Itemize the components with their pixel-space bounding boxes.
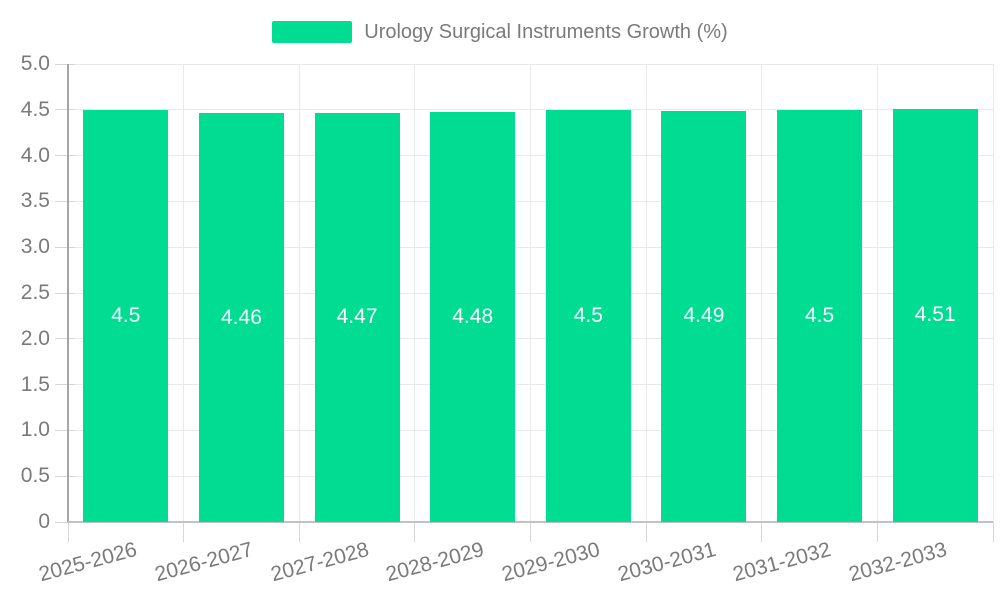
bar[interactable] xyxy=(545,109,631,522)
bar[interactable] xyxy=(198,113,284,522)
legend: Urology Surgical Instruments Growth (%) xyxy=(0,21,1000,43)
y-axis-tick xyxy=(55,63,75,65)
bar[interactable] xyxy=(430,111,516,522)
y-axis-tick-label: 5.0 xyxy=(20,52,50,75)
y-axis-tick-label: 3.5 xyxy=(20,189,50,213)
bar-value-label: 4.5 xyxy=(111,303,141,327)
gridline-x xyxy=(183,64,185,522)
bar-value-label: 4.47 xyxy=(336,305,378,329)
y-axis-tick-label: 4.5 xyxy=(20,97,50,121)
y-axis-tick xyxy=(55,155,75,157)
y-axis-tick-label: 1.0 xyxy=(20,418,50,442)
y-axis-tick xyxy=(55,384,75,386)
y-axis-tick xyxy=(55,521,75,523)
gridline-x xyxy=(876,64,878,522)
bar[interactable] xyxy=(777,109,863,522)
y-axis-tick-label: 0 xyxy=(38,510,50,533)
y-axis-tick xyxy=(55,338,75,340)
legend-swatch xyxy=(272,21,353,43)
bar[interactable] xyxy=(892,108,978,522)
x-axis-tick-label: 2032-2033 xyxy=(783,538,949,586)
x-axis-tick-label-text: 2032-2033 xyxy=(846,538,950,587)
y-axis-tick xyxy=(55,200,75,202)
y-axis-tick xyxy=(55,475,75,477)
bar[interactable] xyxy=(83,109,169,522)
y-axis-line xyxy=(67,64,69,522)
x-axis-tick xyxy=(298,522,300,542)
y-axis-tick-label: 2.5 xyxy=(20,281,50,304)
bar[interactable] xyxy=(314,112,400,522)
bar-value-label: 4.5 xyxy=(804,303,835,327)
gridline-x xyxy=(530,64,531,522)
y-axis-tick-label: 1.5 xyxy=(20,372,50,396)
bar-value-label: 4.48 xyxy=(452,304,494,328)
x-axis-tick xyxy=(992,522,994,542)
y-axis-tick xyxy=(55,429,75,431)
y-axis-tick xyxy=(55,246,75,248)
gridline-x xyxy=(645,64,647,522)
y-axis-tick-label: 0.5 xyxy=(20,464,50,488)
x-axis-tick xyxy=(530,522,531,542)
gridline-x xyxy=(992,64,994,522)
bar-value-label: 4.5 xyxy=(573,303,603,327)
x-axis-tick xyxy=(183,522,185,542)
y-axis-tick-label: 4.0 xyxy=(20,143,50,167)
x-axis-tick xyxy=(761,522,763,542)
y-axis-tick xyxy=(55,109,75,111)
gridline-x xyxy=(414,64,416,522)
legend-item[interactable]: Urology Surgical Instruments Growth (%) xyxy=(272,21,728,43)
gridline-x xyxy=(298,64,300,522)
x-axis-line xyxy=(68,520,993,523)
x-axis-tick xyxy=(876,522,878,542)
gridline-x xyxy=(761,64,763,522)
bar-value-label: 4.49 xyxy=(683,304,725,328)
x-axis-tick xyxy=(645,522,647,542)
y-axis-tick-label: 2.0 xyxy=(20,326,50,350)
x-axis-tick xyxy=(414,522,416,542)
bar[interactable] xyxy=(661,110,747,522)
y-axis-tick-label: 3.0 xyxy=(20,235,50,259)
bar-value-label: 4.51 xyxy=(914,303,956,327)
y-axis-tick xyxy=(55,292,75,294)
bar-value-label: 4.46 xyxy=(221,305,262,329)
legend-label: Urology Surgical Instruments Growth (%) xyxy=(364,21,728,43)
x-axis-tick xyxy=(67,522,69,542)
